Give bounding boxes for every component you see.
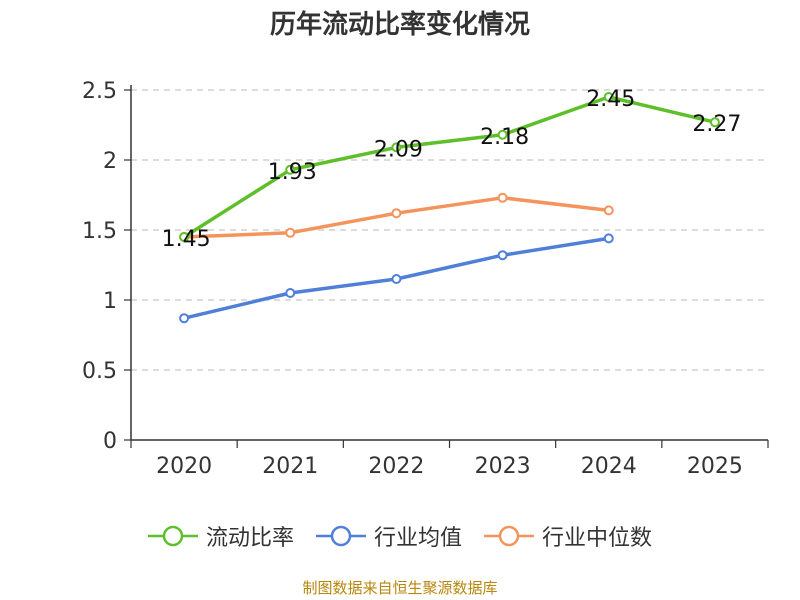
data-point (603, 205, 614, 216)
y-tick-label: 2.5 (82, 79, 117, 104)
data-label: 1.93 (268, 160, 317, 185)
y-tick-label: 1 (103, 289, 117, 314)
data-point (391, 208, 402, 219)
x-tick-label: 2024 (581, 454, 637, 479)
legend-item-industry-median[interactable]: 行业中位数 (484, 520, 652, 552)
series-line-0 (183, 95, 716, 239)
data-point (285, 227, 296, 238)
data-point (391, 142, 402, 153)
legend-label: 行业中位数 (542, 526, 653, 551)
legend-item-industry-mean[interactable]: 行业均值 (315, 520, 462, 552)
legend-label: 行业均值 (373, 526, 462, 551)
data-point (497, 192, 508, 203)
data-point (285, 288, 296, 298)
data-label: 2.45 (586, 87, 635, 112)
legend: 流动比率 行业均值 行业中位数 (0, 520, 800, 552)
data-point (497, 250, 508, 261)
x-tick-label: 2022 (368, 454, 424, 479)
legend-line-circle-icon (315, 525, 366, 547)
data-label: 2.27 (692, 112, 741, 137)
data-point (391, 274, 402, 284)
data-point (709, 117, 720, 128)
legend-label: 流动比率 (205, 526, 294, 551)
y-tick-label: 1.5 (82, 219, 117, 244)
x-tick-label: 2020 (156, 454, 212, 479)
data-label: 2.18 (480, 125, 529, 150)
source-note: 制图数据来自恒生聚源数据库 (302, 579, 498, 597)
data-point (603, 92, 614, 102)
data-point (603, 233, 614, 244)
chart-title: 历年流动比率变化情况 (269, 10, 530, 40)
y-tick-label: 0 (103, 429, 117, 454)
data-point (497, 129, 508, 140)
y-tick-label: 0.5 (82, 359, 117, 384)
data-point (179, 232, 190, 242)
data-label: 1.45 (162, 227, 211, 252)
legend-item-current-ratio[interactable]: 流动比率 (147, 520, 294, 552)
legend-line-circle-icon (484, 525, 534, 547)
data-label: 2.09 (374, 137, 423, 162)
y-tick-label: 2 (103, 149, 117, 174)
x-tick-label: 2021 (262, 454, 318, 479)
data-point (285, 164, 296, 175)
x-tick-label: 2025 (687, 454, 743, 479)
legend-line-circle-icon (147, 525, 198, 547)
data-point (179, 313, 190, 324)
x-tick-label: 2023 (475, 454, 531, 479)
